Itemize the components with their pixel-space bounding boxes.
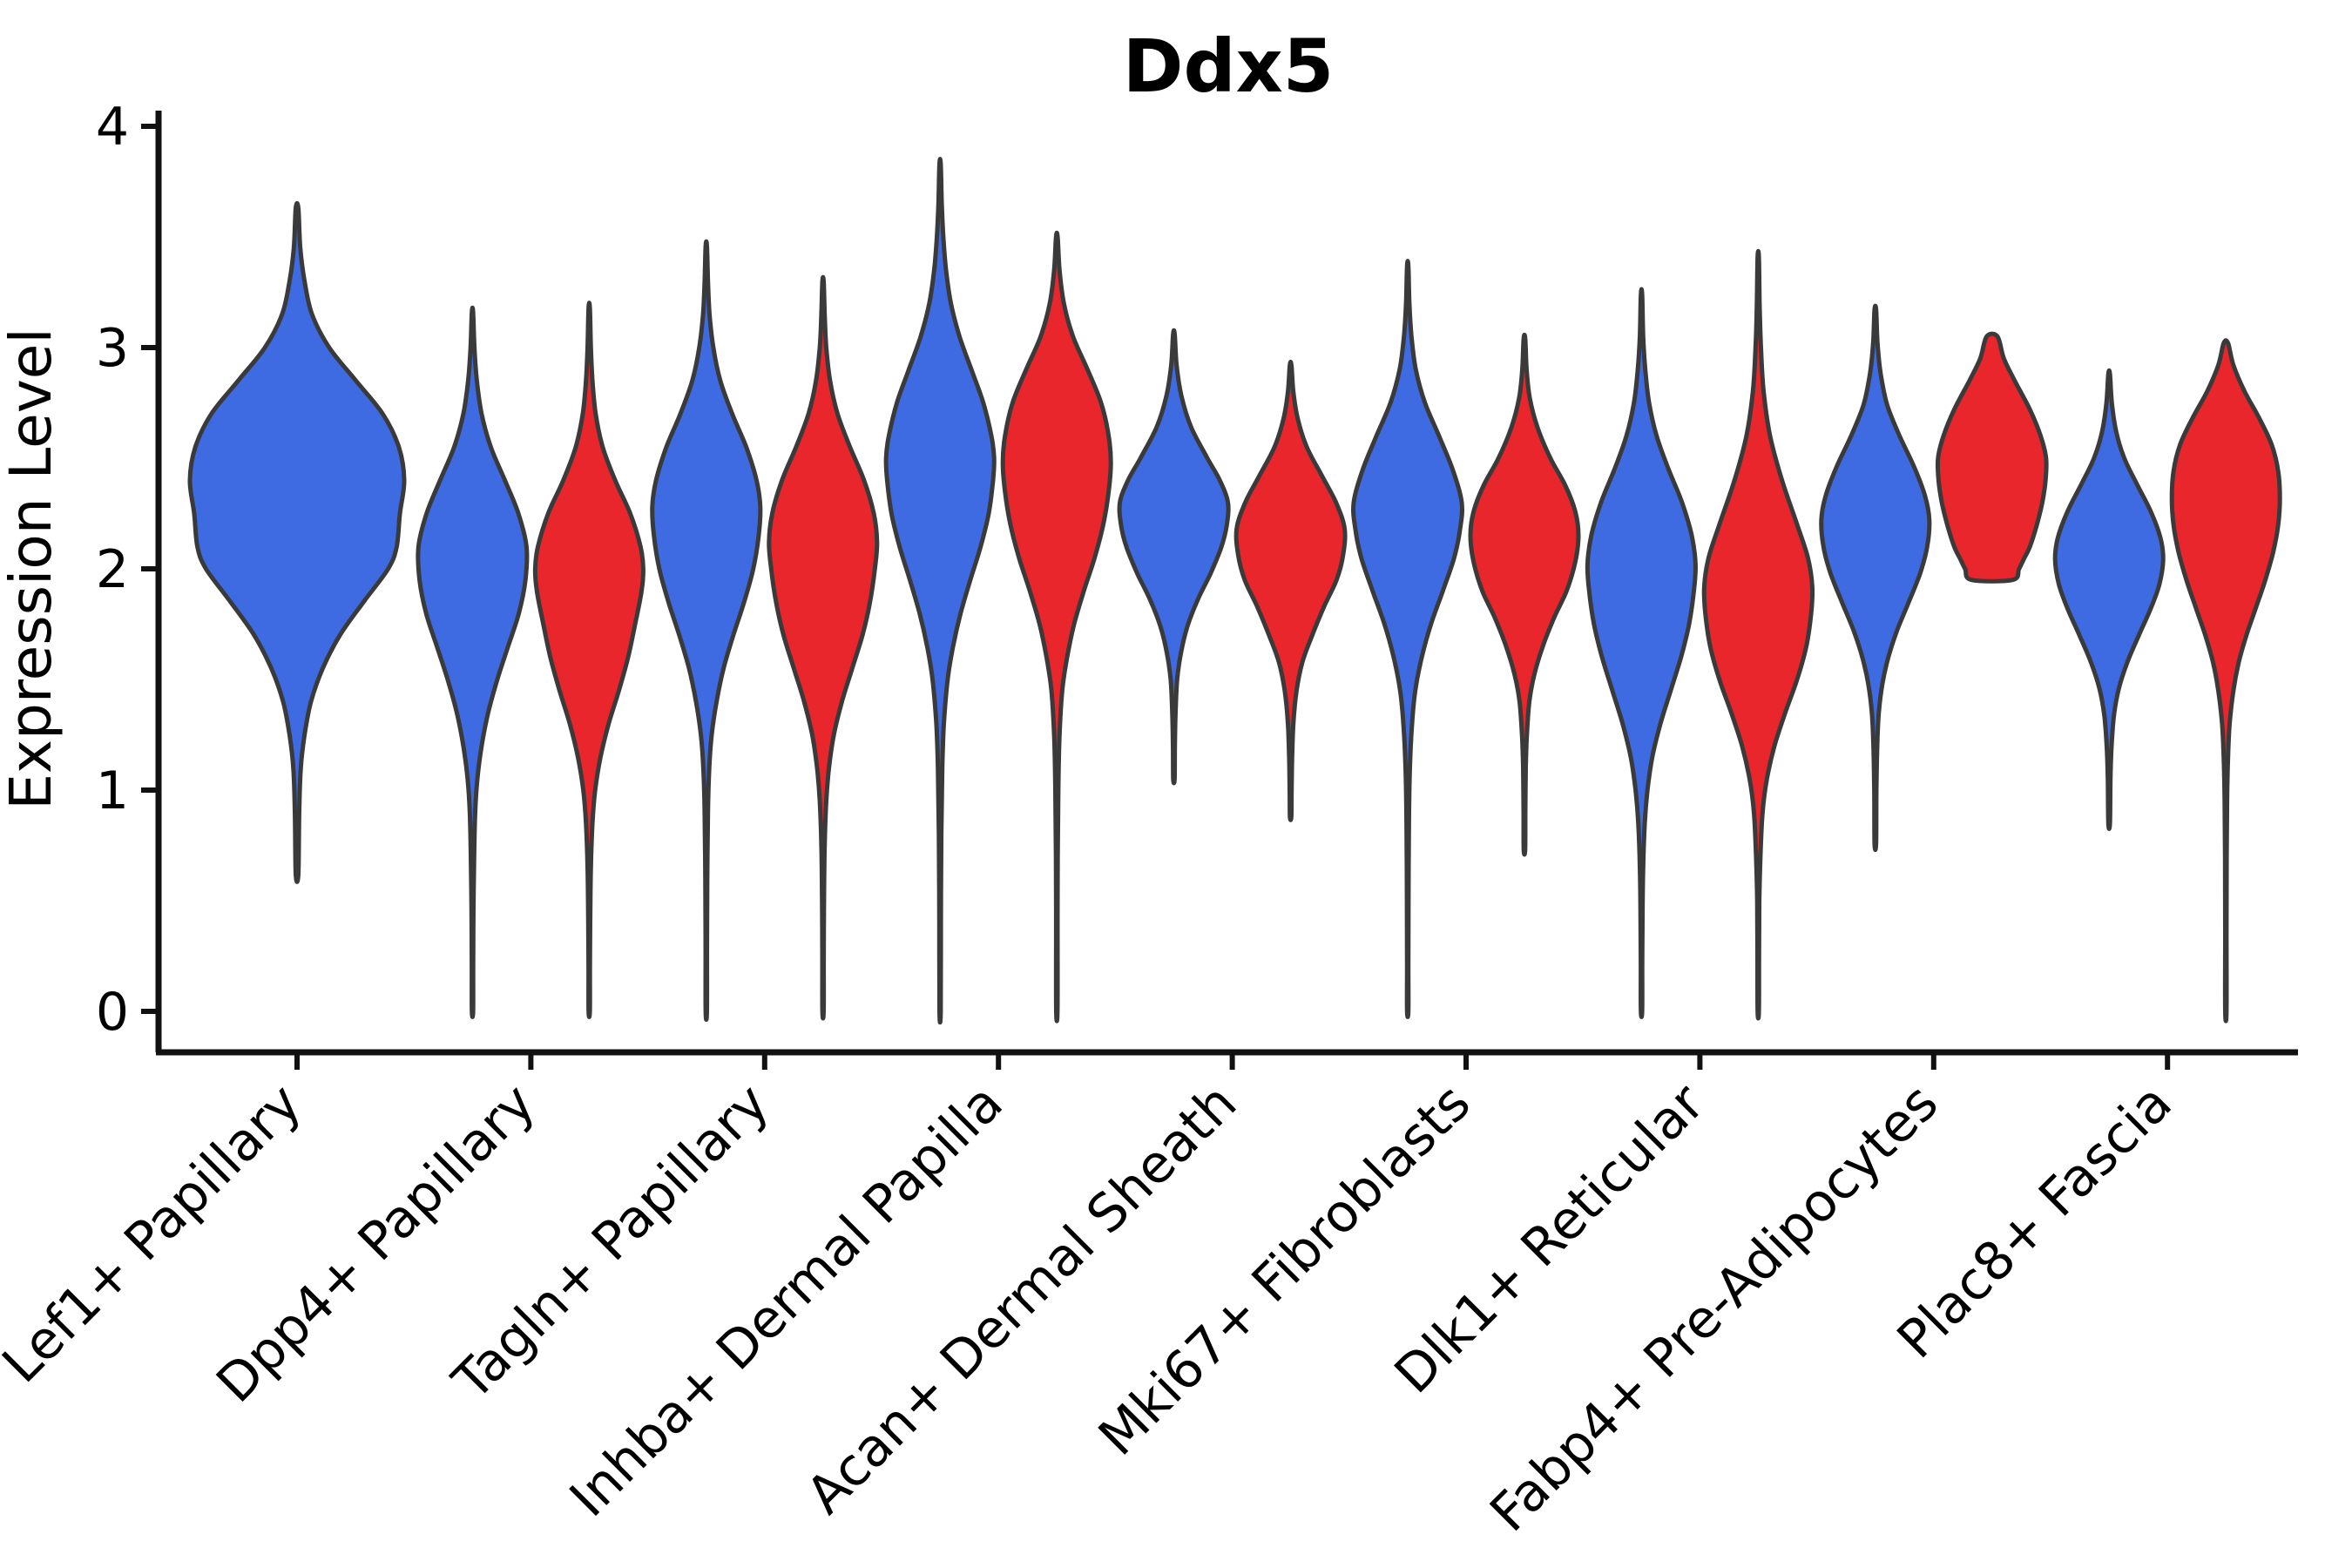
violin-plac8-fascia-group1 <box>2052 368 2166 831</box>
violin-dlk1-reticular-group1 <box>1585 287 1698 1019</box>
violin-dlk1-reticular-group2 <box>1701 248 1815 1021</box>
violin-plac8-fascia-group2 <box>2169 338 2282 1024</box>
violin-acan-dermal-sheath-group1 <box>1117 328 1231 786</box>
violin-acan-dermal-sheath-group2 <box>1233 359 1348 822</box>
violin-mki67-fibroblasts-group1 <box>1350 259 1465 1019</box>
x-tick-label: Fabp4+ Pre-Adipocytes <box>1479 1072 1950 1544</box>
y-axis-label: Expression Level <box>0 328 64 809</box>
x-tick-label: Acan+ Dermal Sheath <box>795 1072 1249 1526</box>
y-tick-label: 0 <box>96 982 129 1043</box>
y-tick-label: 2 <box>96 539 129 600</box>
violin-tagln-papillary-group1 <box>650 239 763 1023</box>
plot-title: Ddx5 <box>1123 24 1334 109</box>
y-ticks: 0 1 2 3 4 <box>96 97 159 1043</box>
violin-series <box>187 157 2282 1025</box>
y-tick-label: 4 <box>96 97 129 158</box>
violin-fabp4-pre-adipocytes-group1 <box>1819 303 1932 853</box>
y-tick-label: 1 <box>96 760 129 821</box>
violin-inhba-dermal-papilla-group1 <box>883 157 997 1025</box>
x-tick-label: Inhba+ Dermal Papilla <box>558 1072 1015 1529</box>
violin-lef1-papillary-group1 <box>187 200 407 884</box>
violin-fabp4-pre-adipocytes-group2 <box>1935 331 2049 584</box>
y-tick-label: 3 <box>96 318 129 379</box>
violin-mki67-fibroblasts-group2 <box>1468 332 1581 857</box>
violin-dpp4-papillary-group2 <box>532 301 645 1019</box>
violin-tagln-papillary-group2 <box>767 274 880 1021</box>
violin-dpp4-papillary-group1 <box>416 305 530 1019</box>
violin-inhba-dermal-papilla-group2 <box>1000 230 1113 1024</box>
